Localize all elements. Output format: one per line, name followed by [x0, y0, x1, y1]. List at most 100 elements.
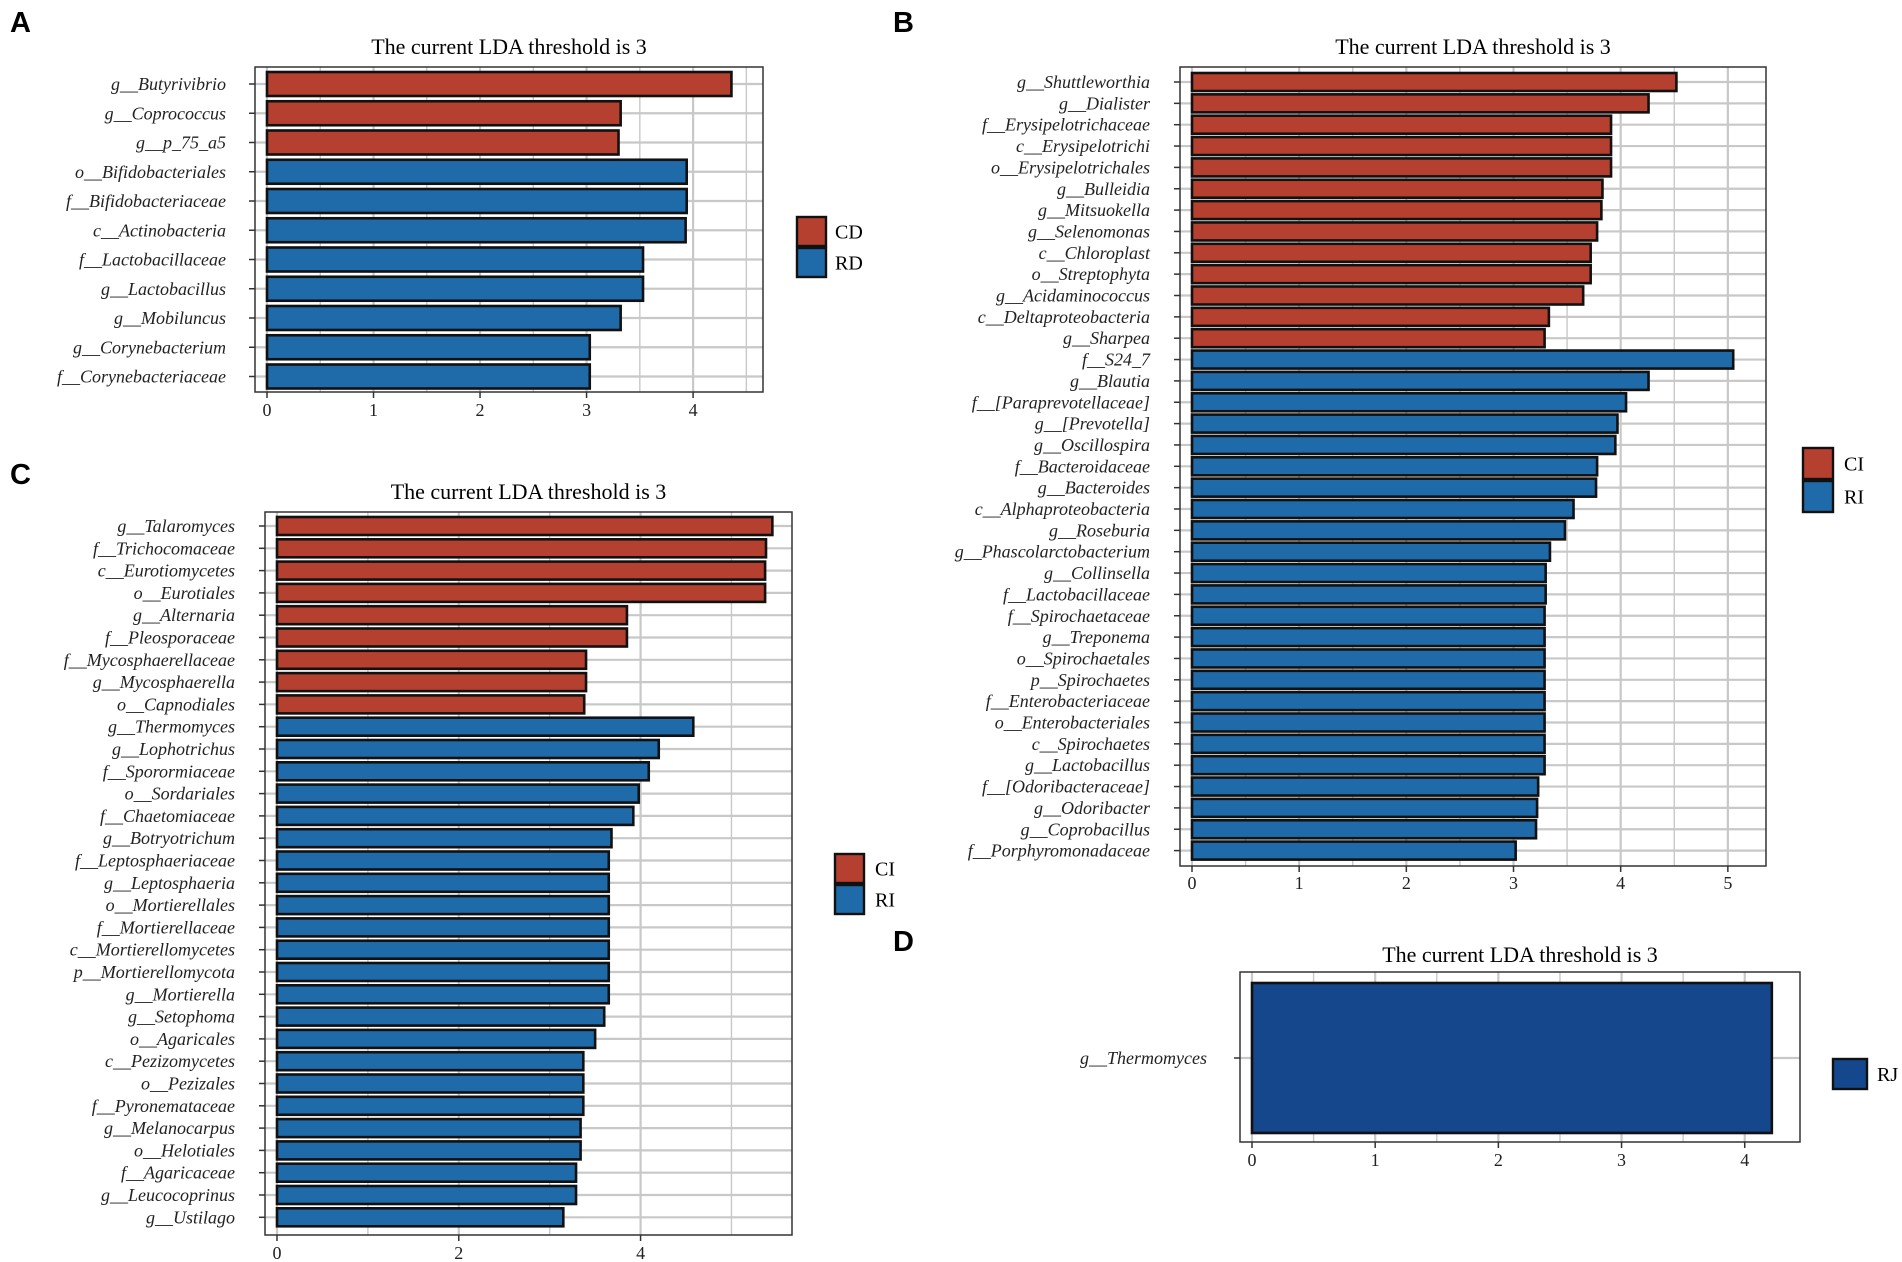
panel-c-bar-g-alternaria: [275, 604, 629, 626]
panel-c-category-label: f__Chaetomiaceae: [100, 806, 235, 826]
panel-c-bar-c-pezizomycetes: [275, 1050, 585, 1072]
panel-d-xtick-label: 3: [1617, 1150, 1626, 1170]
panel-c-category-label: c__Mortierellomycetes: [70, 940, 235, 960]
panel-c-category-label: o__Pezizales: [141, 1074, 235, 1094]
panel-d-xtick-label: 1: [1371, 1150, 1380, 1170]
panel-b-bar-c-alphaproteobacteria: [1190, 498, 1575, 520]
panel-b-category-label: f__Erysipelotrichaceae: [982, 115, 1150, 135]
panel-c-bar-g-botryotrichum: [275, 827, 613, 849]
panel-c-category-label: f__Leptosphaeriaceae: [75, 851, 235, 871]
panel-b-category-label: f__Bacteroidaceae: [1015, 456, 1150, 476]
panel-c-category-label: p__Mortierellomycota: [72, 962, 235, 982]
panel-c-category-label: f__Mycosphaerellaceae: [64, 650, 235, 670]
panel-a-bar-f-corynebacteriaceae: [265, 363, 592, 390]
panel-c-xtick-label: 4: [636, 1243, 645, 1262]
panel-b-bar-g-treponema: [1190, 626, 1546, 648]
panel-a-category-label: g__Lactobacillus: [101, 279, 226, 299]
panel-b-bar-g-roseburia: [1190, 520, 1567, 541]
panel-c-bar-g-leptosphaeria: [275, 872, 611, 894]
panel-c-bar-g-leucocoprinus: [275, 1184, 578, 1206]
panel-c-category-label: g__Thermomyces: [108, 717, 235, 737]
panel-c-bar-f-mycosphaerellaceae: [275, 649, 588, 671]
panel-b-bar-f-enterobacteriaceae: [1190, 690, 1546, 712]
panel-b-bar-o-erysipelotrichales: [1190, 157, 1613, 178]
panel-b-bar-f-s24-7: [1190, 349, 1735, 370]
panel-a-legend-key-rd: [795, 246, 828, 279]
panel-b-bar-o-spirochaetales: [1190, 648, 1546, 669]
panel-a-legend-label-cd: CD: [835, 222, 863, 244]
panel-b-bar-g-mitsuokella: [1190, 199, 1603, 221]
panel-a-bar-g-lactobacillus: [265, 275, 645, 303]
panel-b-category-label: g__Bacteroides: [1038, 478, 1150, 498]
panel-a-bar-f-bifidobacteriaceae: [265, 187, 688, 215]
panel-b-bar-g-dialister: [1190, 93, 1650, 114]
panel-b-category-label: f__Porphyromonadaceae: [968, 841, 1150, 861]
panel-b-xtick-label: 1: [1295, 873, 1304, 893]
panel-c-category-label: g__Setophoma: [128, 1007, 235, 1027]
panel-c-category-label: c__Pezizomycetes: [105, 1051, 235, 1071]
panel-d-bar-g-thermomyces: [1250, 981, 1774, 1135]
panel-d-plot-border: [1239, 971, 1801, 1143]
panel-c-category-label: g__Talaromyces: [117, 516, 235, 536]
panel-b-bar-f-paraprevotellaceae-: [1190, 391, 1628, 413]
panel-b-category-label: c__Chloroplast: [1039, 243, 1151, 263]
panel-b-bar-g-prevotella-: [1190, 413, 1619, 434]
panel-a-bar-g-corynebacterium: [265, 333, 592, 361]
panel-c-bar-o-agaricales: [275, 1028, 597, 1050]
panel-b-bar-o-streptophyta: [1190, 263, 1592, 285]
panel-c-category-label: f__Trichocomaceae: [93, 538, 235, 558]
panel-a-category-label: g__Mobiluncus: [114, 308, 226, 328]
panel-b-category-label: g__Blautia: [1070, 371, 1150, 391]
panel-d-legend-label-rj: RJ: [1877, 1064, 1898, 1086]
panel-b-legend-label-ri: RI: [1844, 487, 1864, 509]
panel-b-category-label: g__Shuttleworthia: [1017, 72, 1150, 92]
panel-b-xtick-label: 3: [1509, 873, 1518, 893]
panel-b-category-label: o__Enterobacteriales: [995, 713, 1150, 733]
panel-c-category-label: o__Sordariales: [125, 784, 235, 804]
panel-c-bar-f-chaetomiaceae: [275, 805, 635, 827]
panel-a-category-label: f__Corynebacteriaceae: [57, 367, 226, 387]
panel-b-category-label: g__Selenomonas: [1028, 221, 1150, 241]
panel-a-xtick-label: 1: [369, 400, 378, 420]
panel-d-category-label: g__Thermomyces: [1080, 1048, 1207, 1068]
panel-a-bar-f-lactobacillaceae: [265, 246, 645, 273]
panel-b-bar-p-spirochaetes: [1190, 669, 1546, 691]
panel-b-category-label: g__Odoribacter: [1034, 798, 1151, 818]
panel-a-category-label: g__Coprococcus: [105, 103, 226, 123]
panel-b-bar-g-blautia: [1190, 370, 1650, 392]
panel-b-letter: B: [893, 7, 914, 39]
panel-a-category-label: o__Bifidobacteriales: [75, 162, 226, 182]
panel-a-xtick-label: 4: [689, 400, 698, 420]
panel-b-bar-g-bulleidia: [1190, 178, 1604, 200]
panel-c-bar-c-mortierellomycetes: [275, 939, 611, 961]
panel-a-bar-c-actinobacteria: [265, 216, 687, 244]
panel-c-category-label: g__Botryotrichum: [103, 828, 235, 848]
panel-b-category-label: f__[Odoribacteraceae]: [982, 777, 1150, 797]
panel-b-category-label: f__Spirochaetaceae: [1008, 606, 1150, 626]
panel-c-legend-label-ri: RI: [875, 890, 895, 912]
panel-b-category-label: g__Lactobacillus: [1025, 755, 1150, 775]
panel-b-legend-label-ci: CI: [1844, 454, 1864, 476]
panel-c-category-label: c__Eurotiomycetes: [98, 561, 235, 581]
panel-c-category-label: o__Helotiales: [134, 1140, 235, 1160]
panel-b-category-label: f__Lactobacillaceae: [1003, 584, 1150, 604]
panel-c-bar-f-pyronemataceae: [275, 1095, 585, 1117]
panel-b: B The current LDA threshold is 3 g__Shuttl…: [893, 7, 1864, 893]
panel-b-bar-g-collinsella: [1190, 562, 1547, 584]
panel-a-plot-border: [254, 66, 764, 393]
panel-c-bar-g-setophoma: [275, 1006, 606, 1027]
panel-b-bar-g-odoribacter: [1190, 797, 1539, 819]
panel-c-bar-p-mortierellomycota: [275, 961, 611, 983]
panel-b-bar-g-acidaminococcus: [1190, 285, 1585, 306]
panel-c-title: The current LDA threshold is 3: [391, 479, 667, 504]
panel-b-category-label: g__Coprobacillus: [1021, 819, 1150, 839]
panel-d-legend-key-rj: [1831, 1057, 1869, 1091]
panel-b-bar-g-oscillospira: [1190, 434, 1617, 456]
panel-d-letter: D: [893, 926, 914, 958]
panel-c-bar-o-capnodiales: [275, 694, 586, 715]
panel-c: C The current LDA threshold is 3 g__Talaro…: [10, 459, 895, 1262]
panel-c-bar-g-lophotrichus: [275, 738, 661, 760]
panel-b-bar-o-enterobacteriales: [1190, 712, 1546, 733]
panel-c-bar-g-mortierella: [275, 983, 611, 1005]
